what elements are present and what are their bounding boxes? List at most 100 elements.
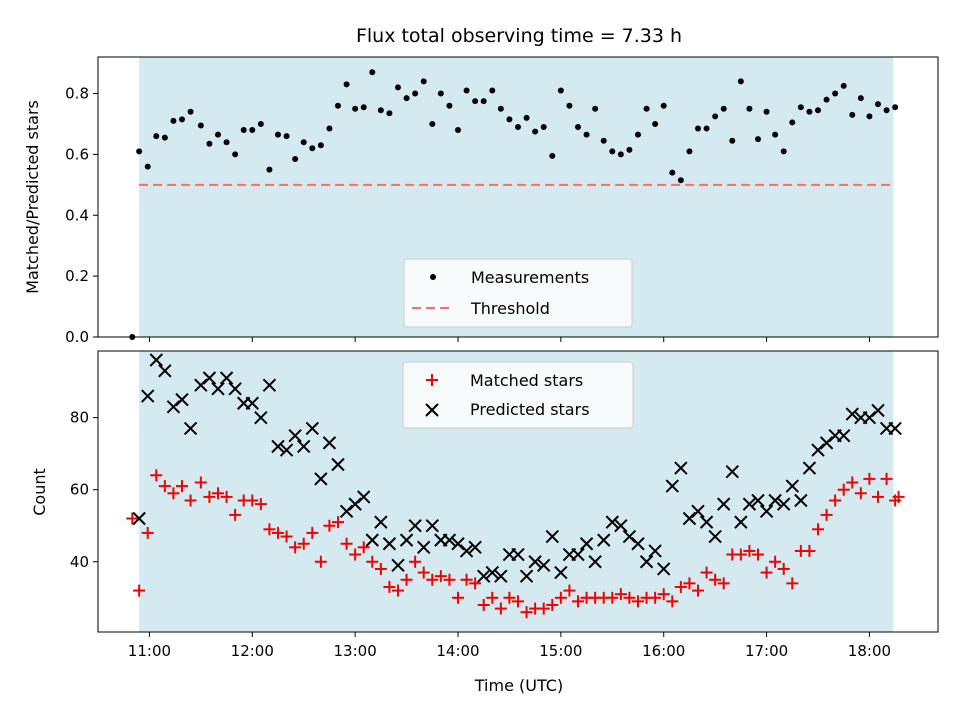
measurement-point [797, 104, 804, 111]
x-axis-label: Time (UTC) [474, 676, 563, 695]
matched-star-point [184, 494, 197, 507]
measurement-point [626, 146, 633, 153]
predicted-star-point [477, 569, 491, 583]
measurement-point [686, 148, 693, 155]
matched-star-point [692, 584, 704, 597]
matched-star-point [786, 577, 799, 590]
top-y-tick-label: 0.2 [65, 267, 89, 285]
matched-star-point [700, 566, 713, 579]
matched-star-point [452, 591, 464, 604]
predicted-star-point [141, 389, 155, 403]
measurement-point [583, 131, 590, 138]
measurement-point [729, 137, 736, 144]
measurement-point [187, 108, 194, 115]
matched-star-point [666, 595, 679, 608]
measurement-point [161, 134, 168, 141]
predicted-star-point [468, 540, 482, 555]
measurement-point [309, 145, 316, 152]
top-axes-frame [97, 56, 939, 338]
matched-star-point [141, 526, 154, 539]
measurement-point [266, 166, 273, 173]
bottom-legend: Matched stars Predicted stars [402, 361, 634, 429]
matched-star-point [829, 494, 842, 507]
predicted-star-point [228, 382, 242, 396]
predicted-star-point [537, 558, 551, 573]
measurement-point [300, 139, 307, 146]
matched-star-point [520, 606, 533, 619]
matched-star-point [272, 526, 284, 539]
predicted-star-point [665, 479, 679, 493]
matched-star-point [752, 548, 764, 561]
predicted-star-point [674, 461, 688, 475]
matched-star-point [743, 544, 756, 557]
matched-star-point [683, 577, 696, 590]
matched-star-point [777, 562, 790, 575]
measurement-point [249, 127, 256, 134]
measurement-point [652, 120, 659, 127]
matched-star-point [126, 512, 139, 525]
measurement-point [412, 90, 419, 97]
matched-star-point [537, 602, 550, 615]
matched-star-point [563, 584, 576, 597]
measurement-point [875, 101, 881, 108]
predicted-star-point [691, 504, 705, 519]
predicted-star-point [459, 544, 474, 558]
matched-star-point [289, 541, 302, 554]
predicted-star-point [365, 533, 379, 547]
predicted-star-point [888, 421, 902, 436]
matched-star-point [649, 591, 662, 604]
matched-star-point [572, 595, 584, 608]
matched-star-point [769, 555, 782, 568]
matched-star-point [229, 508, 242, 521]
measurement-point [292, 155, 299, 162]
measurement-point [643, 105, 650, 112]
matched-star-point [194, 476, 207, 489]
measurement-point [532, 128, 539, 135]
measurement-point [857, 95, 864, 102]
matched-star-point [863, 472, 876, 485]
matched-star-point [176, 480, 188, 493]
matched-star-point [892, 490, 905, 503]
predicted-star-point [202, 371, 217, 385]
top-legend: Measurements Threshold [403, 258, 633, 328]
measurement-point [335, 102, 341, 109]
measurement-point [660, 102, 667, 109]
matched-star-point [383, 580, 396, 593]
predicted-star-point [528, 555, 542, 569]
bottom-legend-box [402, 361, 634, 429]
predicted-star-point [725, 464, 739, 479]
predicted-star-point [657, 562, 671, 576]
predicted-star-point [271, 439, 285, 454]
matched-star-point [760, 566, 773, 579]
matched-star-point [872, 490, 884, 503]
matched-star-point [460, 573, 473, 586]
measurement-point [446, 102, 453, 109]
measurement-point [275, 131, 281, 138]
predicted-star-point [158, 364, 172, 378]
measurement-point [755, 136, 761, 143]
matched-star-point [323, 519, 336, 532]
measurement-point [480, 98, 487, 105]
measurement-point [455, 127, 461, 134]
matched-star-point [246, 494, 259, 507]
predicted-star-point [408, 519, 422, 533]
measurement-point [497, 105, 504, 112]
matched-star-point [314, 555, 327, 568]
predicted-star-point [571, 547, 585, 562]
measurement-point [369, 69, 376, 76]
predicted-star-point [391, 558, 405, 573]
predicted-star-point [211, 382, 225, 396]
predicted-star-point [485, 565, 499, 580]
measurement-point [806, 108, 813, 115]
predicted-star-point [699, 515, 714, 529]
top-y-tick-label: 0.0 [65, 328, 89, 346]
measurement-point [403, 95, 410, 102]
legend-dot-marker [430, 274, 436, 280]
measurement-point [506, 116, 513, 123]
predicted-star-point [132, 511, 146, 526]
predicted-star-point [322, 436, 337, 450]
predicted-star-point [399, 533, 414, 547]
matched-star-point [657, 588, 670, 601]
measurement-point [789, 119, 796, 126]
